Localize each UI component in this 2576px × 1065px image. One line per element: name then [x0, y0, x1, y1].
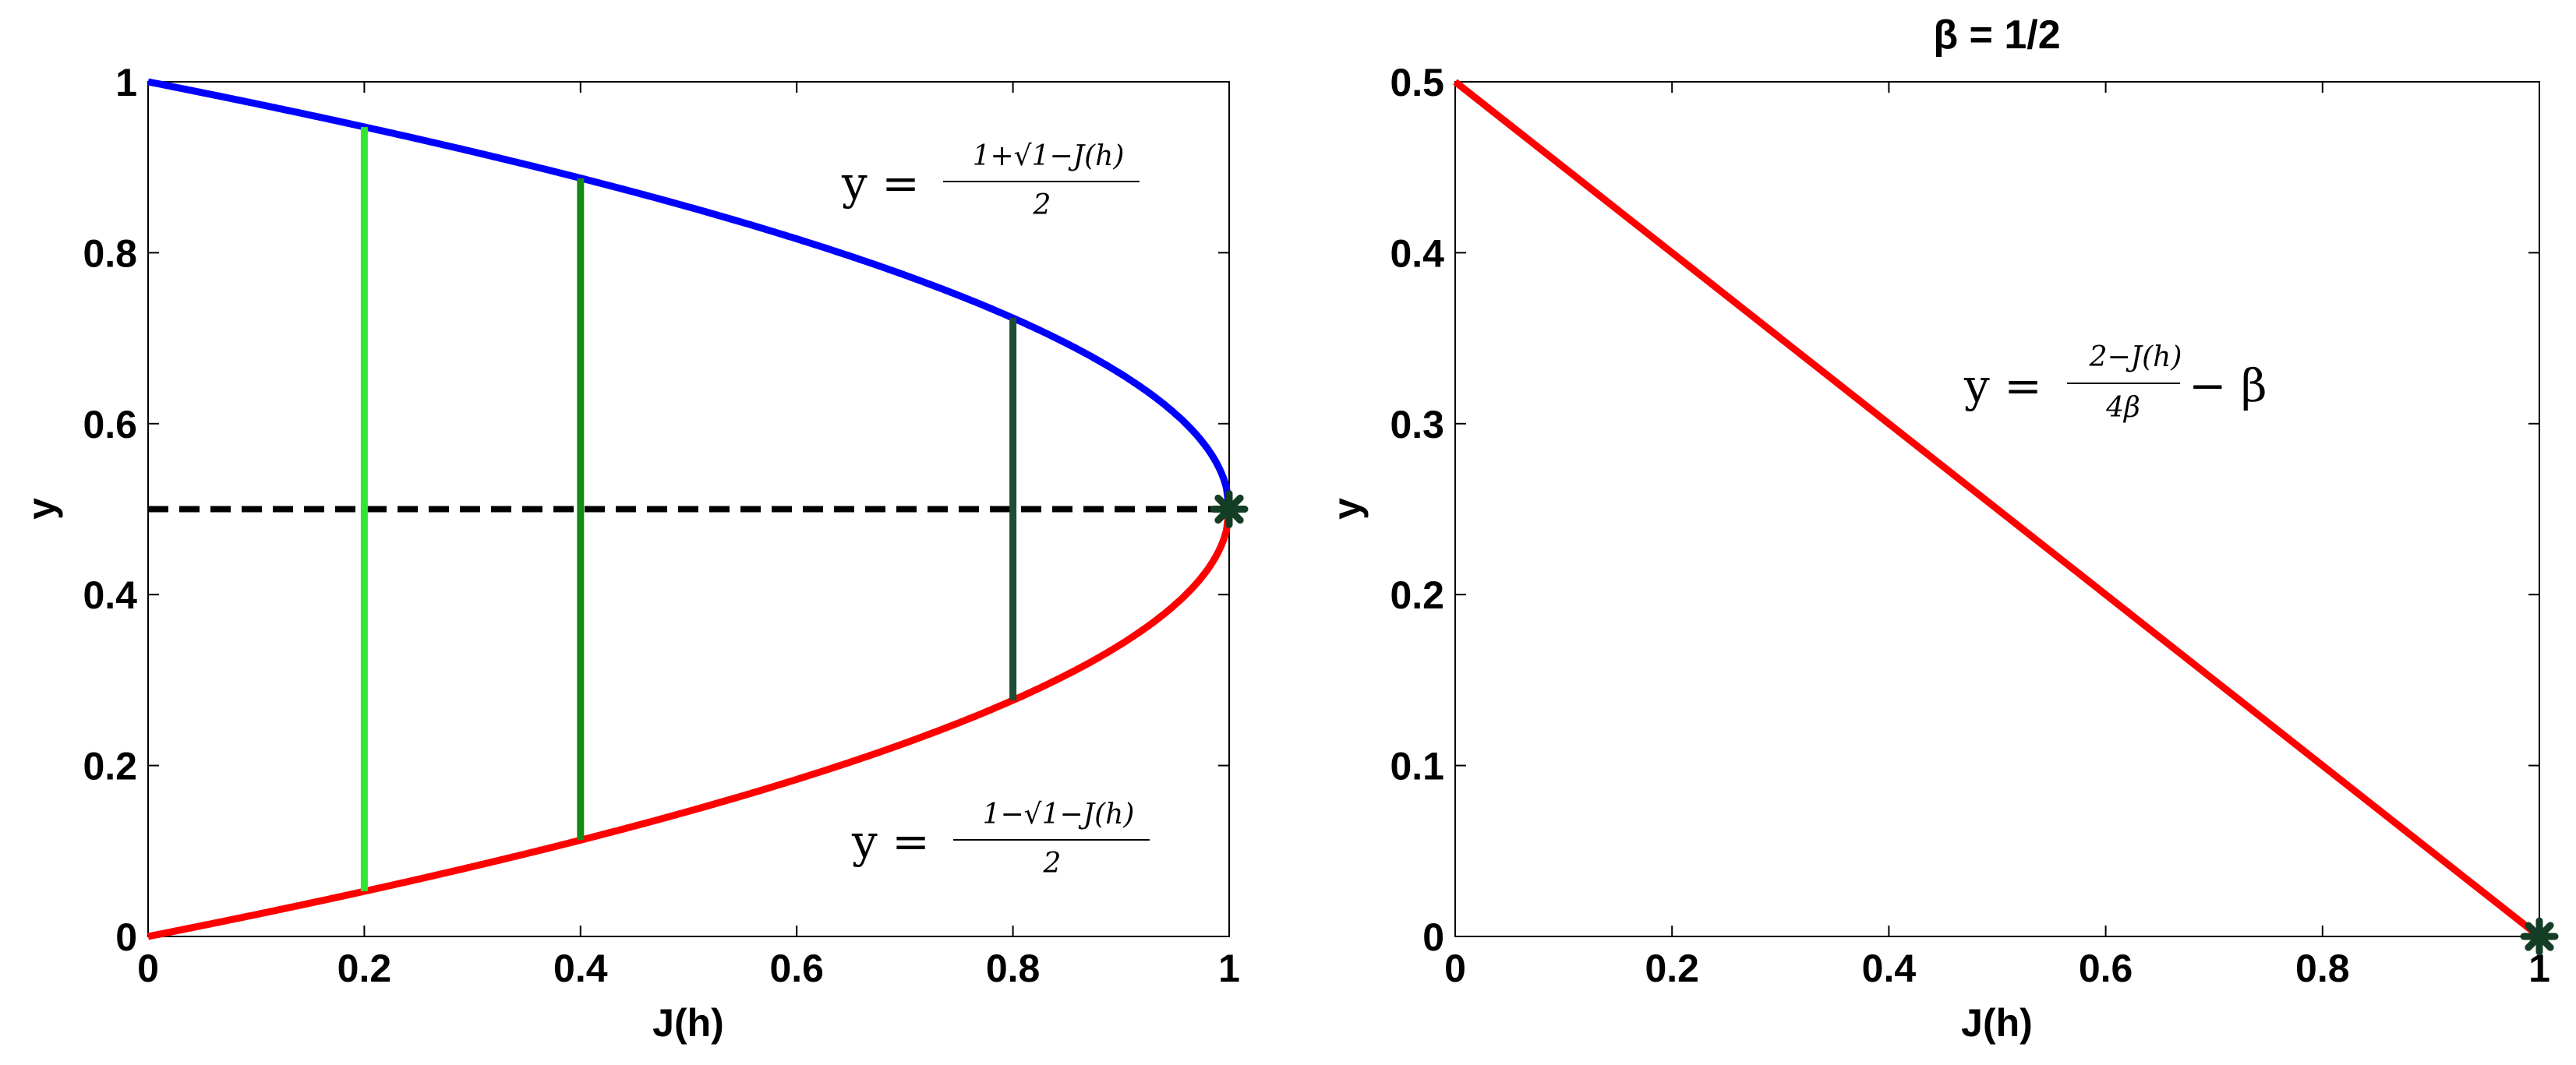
left-x-tick-label: 0.8 — [986, 947, 1041, 990]
left-y-tick-label: 0.6 — [83, 403, 137, 446]
svg-text:1−√1−J(h): 1−√1−J(h) — [983, 799, 1135, 830]
left-x-tick-label: 1 — [1218, 947, 1240, 990]
left-chart: 0 0.2 0.4 0.6 0.8 1 0 0.2 0.4 0.6 0.8 1 J(h) y y = … — [19, 61, 1249, 1045]
left-series-1 — [147, 508, 1233, 940]
lower-curve-equation: y = 1−√1−J(h) 2 — [851, 799, 1150, 880]
svg-text:y =: y = — [841, 157, 920, 210]
right-y-tick-label: 0.3 — [1390, 403, 1444, 446]
left-x-axis-title: J(h) — [652, 1001, 724, 1045]
left-y-tick-label: 0.8 — [83, 231, 137, 275]
right-x-tick-label: 0 — [1444, 947, 1466, 990]
right-y-axis-title: y — [1325, 498, 1369, 520]
svg-text:y =: y = — [1963, 359, 2042, 412]
line-equation: y = 2−J(h) 4β − β — [1963, 341, 2267, 424]
left-marks — [147, 78, 1249, 940]
svg-text:2: 2 — [1043, 848, 1062, 880]
right-x-tick-label: 0.6 — [2079, 947, 2133, 990]
svg-text:4β: 4β — [2105, 392, 2140, 424]
left-x-tick-label: 0.6 — [769, 947, 824, 990]
left-y-tick-label: 1 — [115, 61, 137, 104]
right-chart: 0 0.2 0.4 0.6 0.8 100.10.20.30.40.5 β = 1/2 J… — [1325, 12, 2559, 1045]
left-series-0 — [147, 78, 1233, 510]
svg-text:2: 2 — [1033, 189, 1051, 221]
left-y-tick-label: 0.4 — [83, 573, 137, 617]
left-x-tick-label: 0.4 — [553, 947, 608, 990]
right-chart-title: β = 1/2 — [1933, 12, 2060, 58]
right-marks — [1453, 79, 2559, 956]
right-x-tick-label: 0.4 — [1862, 947, 1917, 990]
right-series-0 — [1453, 79, 2542, 940]
right-x-axis-title: J(h) — [1961, 1001, 2033, 1045]
left-y-tick-label: 0 — [115, 915, 137, 959]
left-endpoint-marker — [1210, 490, 1249, 528]
upper-curve-equation: y = 1+√1−J(h) 2 — [841, 140, 1140, 221]
right-y-tick-label: 0.1 — [1390, 745, 1444, 788]
right-y-tick-label: 0.5 — [1390, 61, 1444, 104]
left-x-tick-label: 0.2 — [337, 947, 392, 990]
left-x-tick-label: 0 — [137, 947, 159, 990]
right-y-tick-label: 0.2 — [1390, 573, 1444, 617]
right-endpoint-marker — [2520, 917, 2559, 956]
right-ticks: 0 0.2 0.4 0.6 0.8 100.10.20.30.40.5 — [1390, 61, 2549, 990]
left-y-tick-label: 0.2 — [83, 745, 137, 788]
svg-text:− β: − β — [2189, 359, 2267, 412]
right-y-tick-label: 0.4 — [1390, 231, 1444, 275]
left-ticks: 0 0.2 0.4 0.6 0.8 1 0 0.2 0.4 0.6 0.8 1 — [83, 61, 1239, 990]
svg-text:y =: y = — [851, 815, 930, 868]
right-x-tick-label: 0.8 — [2295, 947, 2350, 990]
svg-text:2−J(h): 2−J(h) — [2089, 341, 2182, 373]
left-y-axis-title: y — [19, 498, 63, 520]
svg-text:1+√1−J(h): 1+√1−J(h) — [973, 140, 1125, 172]
right-x-tick-label: 0.2 — [1645, 947, 1699, 990]
right-y-tick-label: 0 — [1422, 915, 1444, 959]
